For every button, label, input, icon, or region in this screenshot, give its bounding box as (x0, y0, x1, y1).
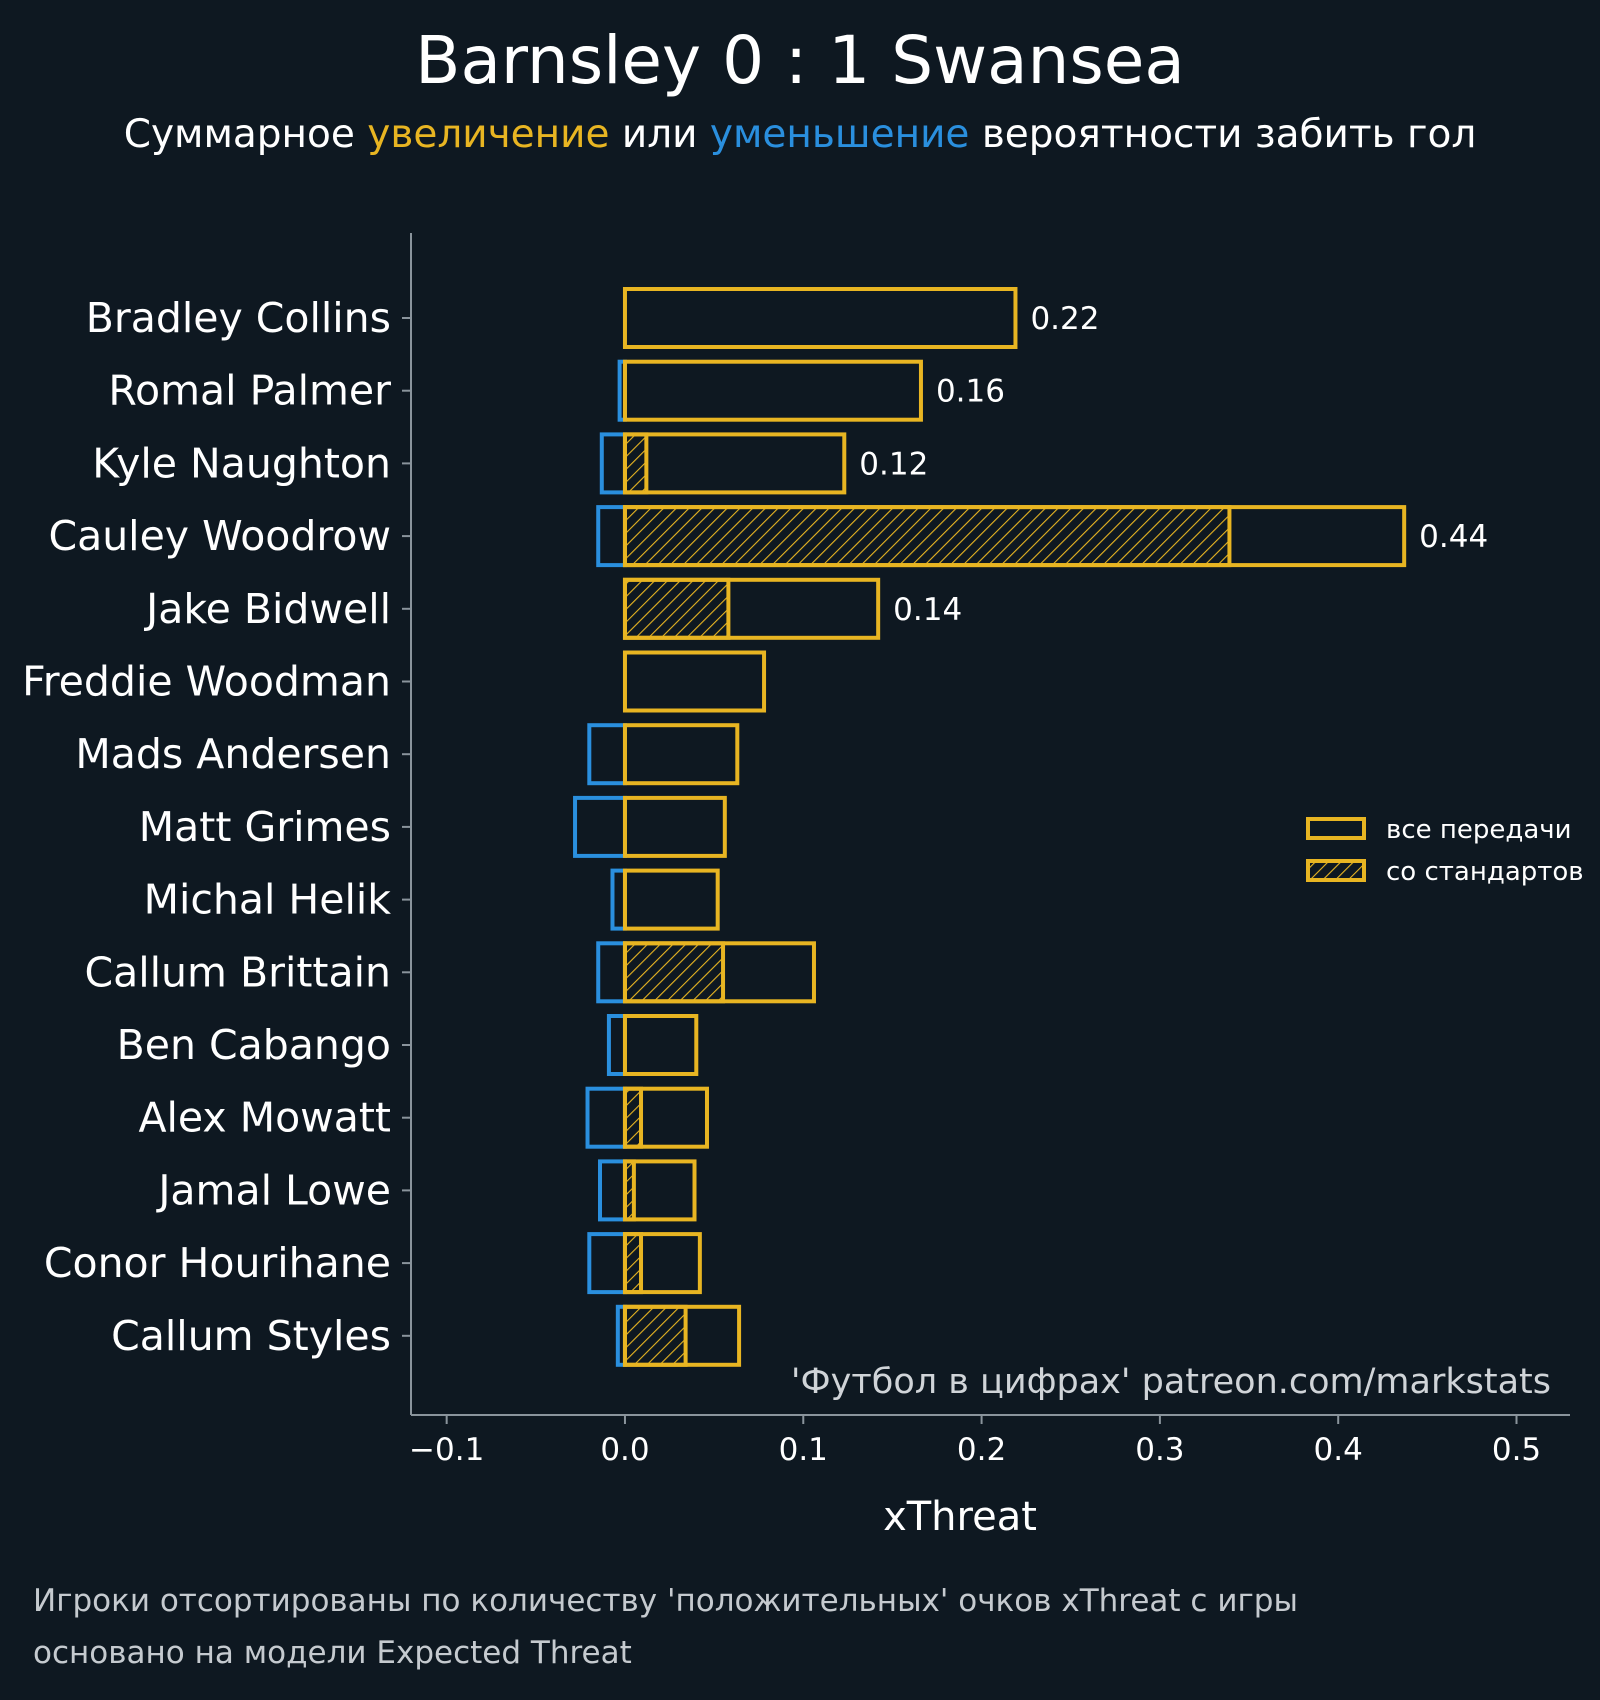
y-tick-label: Jake Bidwell (143, 585, 391, 633)
set-piece-bar (622, 577, 731, 640)
subtitle-prefix: Суммарное (123, 112, 368, 157)
subtitle-middle: или (609, 112, 710, 157)
set-piece-bar (622, 505, 1232, 568)
total-bar (622, 868, 720, 931)
total-bar (622, 505, 1407, 568)
legend-swatch (1306, 859, 1366, 882)
total-bar (622, 650, 767, 713)
x-tick-label: −0.1 (409, 1432, 484, 1468)
labels: 0.22 0.160.12 0.44 0.14 (859, 301, 1488, 628)
y-tick-label: Kyle Naughton (92, 439, 391, 487)
set-piece-bar (622, 941, 726, 1004)
set-piece-bar (622, 1304, 688, 1367)
chart-title: Barnsley 0 : 1 Swansea (415, 22, 1185, 99)
y-tick-label: Callum Brittain (84, 948, 391, 996)
footnote-model: основано на модели Expected Threat (33, 1635, 632, 1671)
total-bar (622, 723, 740, 786)
negative-bar (598, 1159, 627, 1222)
subtitle-decrease: уменьшение (709, 112, 970, 157)
axes: −0.1 0.0 0.1 0.2 0.3 0.4 0.5 Bradley Collins Rom… (22, 233, 1570, 1468)
y-tick-label: Freddie Woodman (22, 658, 391, 706)
data-label: 0.22 (1030, 301, 1099, 337)
negative-bar (596, 505, 627, 568)
y-tick-label: Matt Grimes (139, 803, 391, 851)
legend-label: все передачи (1386, 815, 1572, 845)
legend: все передачи со стандартов (1306, 815, 1584, 887)
x-tick-label: 0.1 (779, 1432, 828, 1468)
chart-subtitle: Суммарное увеличение или уменьшение веро… (0, 112, 1600, 157)
negative-bar (587, 723, 627, 786)
y-tick-label: Conor Hourihane (44, 1239, 391, 1287)
total-bar (622, 1014, 699, 1076)
y-tick-label: Michal Helik (144, 876, 392, 924)
total-bar (622, 941, 816, 1004)
y-tick-label: Alex Mowatt (138, 1094, 391, 1142)
x-tick-label: 0.2 (957, 1432, 1006, 1468)
total-bar (622, 1159, 697, 1222)
data-label: 0.16 (936, 374, 1005, 410)
y-tick-label: Romal Palmer (108, 367, 391, 415)
x-axis-label: xThreat (883, 1494, 1037, 1540)
y-tick-label: Bradley Collins (86, 294, 391, 342)
negative-bar (587, 1232, 627, 1295)
negative-bar (585, 1086, 627, 1149)
subtitle-increase: увеличение (367, 112, 610, 157)
set-piece-bar (622, 432, 649, 495)
data-label: 0.14 (893, 592, 962, 628)
y-tick-label: Mads Andersen (75, 730, 391, 778)
subtitle-suffix: вероятности забить гол (969, 112, 1477, 157)
total-bar (622, 287, 1018, 349)
total-bar (622, 1304, 742, 1367)
y-tick-label: Ben Cabango (117, 1021, 391, 1069)
total-bar (622, 1232, 702, 1295)
set-piece-bar (622, 1086, 644, 1149)
negative-bar (606, 1014, 627, 1076)
total-bar (622, 432, 847, 495)
set-piece-bar (622, 1232, 644, 1295)
total-bar (622, 577, 881, 640)
x-tick-label: 0.4 (1314, 1432, 1363, 1468)
negative-bar (599, 432, 627, 495)
data-label: 0.12 (859, 446, 928, 482)
watermark: 'Футбол в цифрах' patreon.com/markstats (791, 1362, 1551, 1402)
bars (573, 287, 1407, 1367)
legend-label: со стандартов (1386, 857, 1584, 887)
footnote-sorting: Игроки отсортированы по количеству 'поло… (33, 1583, 1298, 1619)
negative-bar (596, 941, 627, 1004)
y-tick-label: Jamal Lowe (155, 1166, 391, 1214)
x-tick-label: 0.5 (1492, 1432, 1541, 1468)
data-label: 0.44 (1419, 519, 1488, 555)
y-tick-label: Callum Styles (111, 1312, 391, 1360)
x-tick-label: 0.3 (1135, 1432, 1184, 1468)
legend-swatch (1306, 817, 1366, 840)
total-bar (622, 359, 923, 422)
y-tick-label: Cauley Woodrow (48, 512, 391, 560)
negative-bar (573, 795, 627, 858)
total-bar (622, 795, 727, 858)
x-tick-label: 0.0 (600, 1432, 649, 1468)
total-bar (622, 1086, 709, 1149)
